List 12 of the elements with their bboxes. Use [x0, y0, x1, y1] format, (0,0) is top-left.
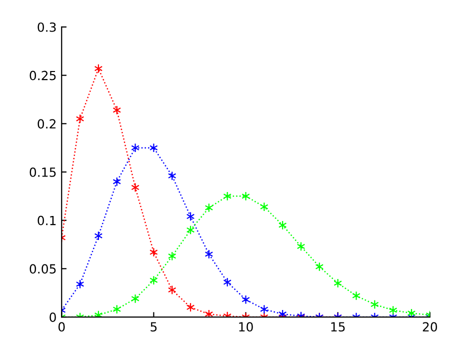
y-tick-label: 0: [50, 312, 56, 322]
x-tick-label: 15: [331, 322, 345, 332]
y-tick-label: 0.15: [30, 167, 56, 177]
y-tick-label: 0.2: [38, 119, 56, 129]
x-tick-label: 0: [58, 322, 65, 332]
x-tick-label: 5: [150, 322, 157, 332]
y-tick-label: 0.3: [38, 22, 56, 32]
x-tick-label: 10: [239, 322, 253, 332]
y-tick-label: 0.1: [38, 216, 56, 226]
x-tick-label: 20: [422, 322, 438, 332]
y-tick-label: 0.25: [30, 70, 56, 80]
y-tick-label: 0.05: [30, 264, 56, 274]
